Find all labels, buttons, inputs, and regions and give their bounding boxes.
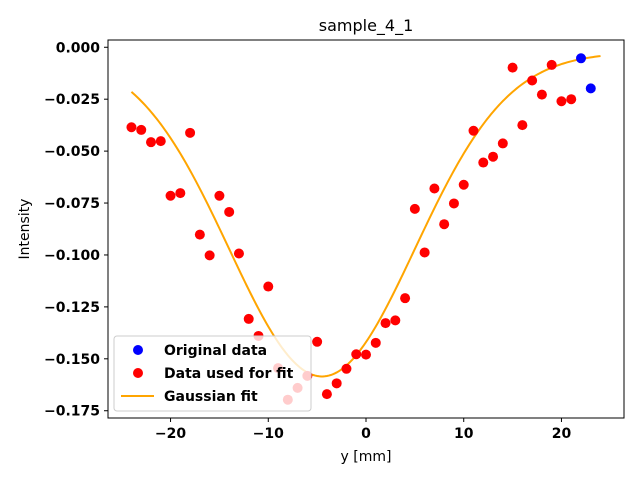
fit-data-point <box>194 229 205 240</box>
fit-data-point <box>468 125 479 136</box>
fit-data-point <box>400 293 411 304</box>
fit-data-point <box>312 336 323 347</box>
fit-data-point <box>146 137 156 148</box>
fit-data-point <box>380 318 391 329</box>
y-tick-label: −0.025 <box>44 92 100 108</box>
fit-data-point <box>556 96 567 107</box>
legend-label-original-data: Original data <box>164 343 267 359</box>
fit-data-point <box>517 120 528 131</box>
fit-data-point <box>527 75 538 86</box>
fit-data-point <box>175 188 186 199</box>
fit-data-point <box>263 281 274 292</box>
fit-data-point <box>243 313 254 324</box>
y-tick-label: −0.075 <box>44 196 100 212</box>
fit-data-point <box>331 378 342 389</box>
fit-data-point <box>448 198 459 209</box>
legend-marker-original-data <box>133 345 143 355</box>
fit-data-point <box>351 349 362 360</box>
fit-data-point <box>341 363 352 374</box>
fit-data-point <box>429 183 440 194</box>
fit-data-point <box>409 203 420 214</box>
y-axis: 0.000 −0.025 −0.050 −0.075 −0.100 −0.125 −0.15… <box>44 40 108 420</box>
fit-data-point <box>165 190 176 201</box>
fit-data-point <box>155 136 166 147</box>
fit-data-point <box>361 349 371 360</box>
legend-box <box>113 335 312 412</box>
fit-data-point <box>439 219 450 230</box>
fit-data-point <box>136 124 147 135</box>
fit-data-point <box>390 315 401 326</box>
fit-data-point <box>497 138 508 149</box>
legend-label-fit-data: Data used for fit <box>164 366 294 382</box>
y-tick-label: −0.050 <box>44 144 100 160</box>
fit-data-point <box>224 206 235 217</box>
x-tick-label: −10 <box>253 426 284 442</box>
y-tick-label: −0.150 <box>44 352 100 368</box>
fit-data-point <box>488 151 499 162</box>
gaussian-fit-line <box>130 55 601 378</box>
x-tick-label: −20 <box>155 426 186 442</box>
fit-data-point <box>566 94 577 105</box>
fit-data-point <box>478 157 489 168</box>
y-tick-label: −0.125 <box>44 300 100 316</box>
fit-data-point <box>185 127 196 138</box>
fit-data-point <box>370 337 381 348</box>
fit-data-point <box>458 179 469 190</box>
legend: Original data Data used for fit Gaussian… <box>113 335 312 412</box>
x-axis: −20 −10 0 10 20 <box>155 418 572 442</box>
fit-data-point <box>214 190 225 201</box>
y-axis-label: Intensity <box>17 199 33 260</box>
fit-data-point <box>419 247 430 258</box>
fit-data-point <box>546 59 557 70</box>
x-axis-label: y [mm] <box>341 449 392 465</box>
fit-data-point <box>321 389 332 400</box>
chart-title: sample_4_1 <box>319 16 414 36</box>
y-tick-label: −0.100 <box>44 248 100 264</box>
y-tick-label: 0.000 <box>56 40 101 56</box>
x-tick-label: 10 <box>454 426 474 442</box>
x-tick-label: 0 <box>361 426 371 442</box>
legend-label-gaussian-fit: Gaussian fit <box>164 389 258 405</box>
original-data-point <box>585 83 596 94</box>
fit-data-point <box>126 122 137 133</box>
fit-data-point <box>233 248 244 259</box>
fit-data-point <box>204 250 215 261</box>
legend-marker-fit-data <box>133 368 143 378</box>
original-data-point <box>576 53 586 64</box>
x-tick-label: 20 <box>552 426 572 442</box>
y-tick-label: −0.175 <box>44 404 100 420</box>
fit-data-point <box>536 89 547 100</box>
fit-data-point <box>507 62 518 73</box>
